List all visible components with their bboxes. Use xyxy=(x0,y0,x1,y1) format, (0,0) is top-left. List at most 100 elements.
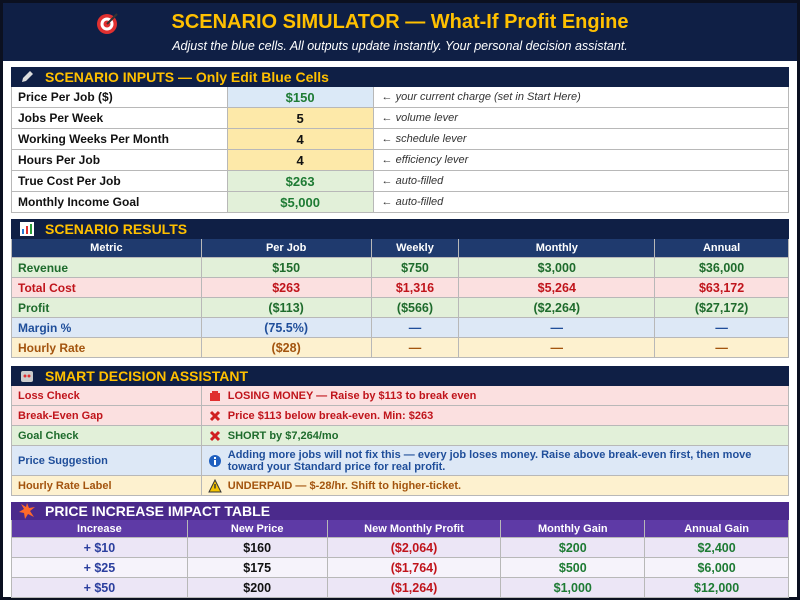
impact-value: $12,000 xyxy=(645,578,789,598)
metric-label: Profit xyxy=(12,298,202,318)
pencil-icon xyxy=(22,71,33,82)
impact-value: $175 xyxy=(187,558,328,578)
impact-value: + $10 xyxy=(12,538,188,558)
impact-value: $200 xyxy=(187,578,328,598)
assistant-row: Goal Check SHORT by $7,264/mo xyxy=(11,426,789,446)
impact-row: + $10 $160 ($2,064) $200 $2,400 xyxy=(11,538,789,558)
column-header: Metric xyxy=(12,239,202,258)
result-value: — xyxy=(655,318,789,338)
column-header: Weekly xyxy=(371,239,460,258)
result-value: ($566) xyxy=(371,298,460,318)
impact-row: + $50 $200 ($1,264) $1,000 $12,000 xyxy=(11,578,789,598)
assistant-label: Price Suggestion xyxy=(12,446,202,476)
input-value: 4 xyxy=(227,150,374,171)
input-row: Hours Per Job 4 ← efficiency lever xyxy=(11,150,789,171)
section-header: SCENARIO INPUTS — Only Edit Blue Cells xyxy=(11,67,789,87)
status-icon xyxy=(209,410,220,421)
assistant-label: Goal Check xyxy=(12,426,202,446)
result-value: $5,264 xyxy=(459,278,656,298)
assistant-message: Price $113 below break-even. Min: $263 xyxy=(201,406,789,426)
input-row: Monthly Income Goal $5,000 ← auto-filled xyxy=(11,192,789,213)
result-value: $36,000 xyxy=(655,258,789,278)
input-row: Working Weeks Per Month 4 ← schedule lever xyxy=(11,129,789,150)
impact-value: + $25 xyxy=(12,558,188,578)
assistant-row: Price Suggestion Adding more jobs will no… xyxy=(11,446,789,476)
impact-value: $2,400 xyxy=(645,538,789,558)
message-text: UNDERPAID — $-28/hr. Shift to higher-tic… xyxy=(227,479,462,492)
section-title: SCENARIO RESULTS xyxy=(45,221,188,237)
subtitle: Adjust the blue cells. All outputs updat… xyxy=(172,39,628,53)
input-note: ← efficiency lever xyxy=(373,150,789,171)
impact-value: $500 xyxy=(501,558,646,578)
assistant-message: LOSING MONEY — Raise by $113 to break ev… xyxy=(201,386,789,406)
status-icon xyxy=(207,478,222,492)
input-label: Hours Per Job xyxy=(12,150,228,171)
message-text: SHORT by $7,264/mo xyxy=(227,429,339,442)
section-header: SCENARIO RESULTS xyxy=(11,219,789,239)
input-note: ← auto-filled xyxy=(373,192,789,213)
results-row: Revenue $150 $750 $3,000 $36,000 xyxy=(11,258,789,278)
input-value: $150 xyxy=(227,87,374,108)
result-value: — xyxy=(459,338,656,358)
result-value: $3,000 xyxy=(459,258,656,278)
impact-value: ($1,264) xyxy=(327,578,502,598)
assistant-message: UNDERPAID — $-28/hr. Shift to higher-tic… xyxy=(201,476,789,496)
section-header: SMART DECISION ASSISTANT xyxy=(11,366,789,386)
assistant-message: SHORT by $7,264/mo xyxy=(201,426,789,446)
input-row: Jobs Per Week 5 ← volume lever xyxy=(11,108,789,129)
burst-icon xyxy=(19,503,35,519)
input-label: Jobs Per Week xyxy=(12,108,228,129)
result-value: — xyxy=(371,318,460,338)
impact-value: $6,000 xyxy=(645,558,789,578)
impact-value: $160 xyxy=(187,538,328,558)
result-value: $263 xyxy=(201,278,372,298)
result-value: $1,316 xyxy=(371,278,460,298)
column-header: Increase xyxy=(12,520,188,538)
result-value: $750 xyxy=(371,258,460,278)
results-row: Profit ($113) ($566) ($2,264) ($27,172) xyxy=(11,298,789,318)
assistant-row: Hourly Rate Label UNDERPAID — $-28/hr. Sh… xyxy=(11,476,789,496)
impact-value: ($1,764) xyxy=(327,558,502,578)
section-header: PRICE INCREASE IMPACT TABLE xyxy=(11,502,789,520)
title: SCENARIO SIMULATOR — What-If Profit Engi… xyxy=(171,11,629,33)
input-label: Working Weeks Per Month xyxy=(12,129,228,150)
chart-icon xyxy=(20,222,34,236)
assistant-row: Loss Check LOSING MONEY — Raise by $113 t… xyxy=(11,386,789,406)
input-value: $263 xyxy=(227,171,374,192)
impact-value: $200 xyxy=(501,538,646,558)
assistant-row: Break-Even Gap Price $113 below break-eve… xyxy=(11,406,789,426)
input-label: Monthly Income Goal xyxy=(12,192,228,213)
impact-value: + $50 xyxy=(12,578,188,598)
robot-icon xyxy=(21,371,33,382)
result-value: $63,172 xyxy=(655,278,789,298)
input-label: Price Per Job ($) xyxy=(12,87,228,108)
assistant-label: Hourly Rate Label xyxy=(12,476,202,496)
result-value: ($113) xyxy=(201,298,372,318)
results-row: Hourly Rate ($28) — — — xyxy=(11,338,789,358)
assistant-table: Loss Check LOSING MONEY — Raise by $113 t… xyxy=(11,386,789,496)
assistant-message: Adding more jobs will not fix this — eve… xyxy=(201,446,789,476)
section-title: SCENARIO INPUTS — Only Edit Blue Cells xyxy=(45,69,329,85)
results-row: Total Cost $263 $1,316 $5,264 $63,172 xyxy=(11,278,789,298)
result-value: ($28) xyxy=(201,338,372,358)
metric-label: Hourly Rate xyxy=(12,338,202,358)
assistant-label: Loss Check xyxy=(12,386,202,406)
inputs-table: Price Per Job ($) $150 ← your current char… xyxy=(11,87,789,213)
result-value: $150 xyxy=(201,258,372,278)
column-header: Monthly xyxy=(459,239,656,258)
result-value: — xyxy=(459,318,656,338)
input-note: ← your current charge (set in Start Here… xyxy=(373,87,789,108)
impact-table: Increase New Price New Monthly Profit Month… xyxy=(11,520,789,598)
result-value: ($2,264) xyxy=(459,298,656,318)
impact-value: ($2,064) xyxy=(327,538,502,558)
metric-label: Margin % xyxy=(12,318,202,338)
impact-header-row: Increase New Price New Monthly Profit Month… xyxy=(11,520,789,538)
column-header: New Price xyxy=(187,520,328,538)
message-text: LOSING MONEY — Raise by $113 to break ev… xyxy=(227,389,477,402)
metric-label: Revenue xyxy=(12,258,202,278)
metric-label: Total Cost xyxy=(12,278,202,298)
results-table: Metric Per Job Weekly Monthly Annual Revenue $… xyxy=(11,239,789,358)
column-header: Monthly Gain xyxy=(501,520,646,538)
input-row: Price Per Job ($) $150 ← your current char… xyxy=(11,87,789,108)
